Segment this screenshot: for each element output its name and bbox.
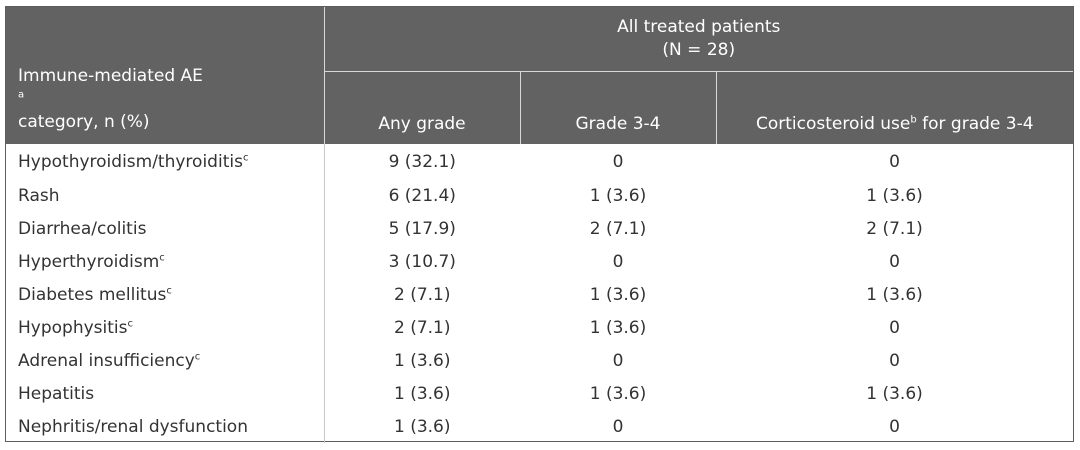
table-row: Adrenal insufficiencyc 1 (3.6) 0 0: [6, 344, 1073, 377]
ae-table: Immune-mediated AE a category, n (%) All …: [6, 7, 1074, 443]
corticosteroid-cell: 0: [889, 251, 900, 272]
corticosteroid-cell: 2 (7.1): [866, 218, 923, 239]
category-cell: Diabetes mellitusc: [6, 278, 325, 311]
any-grade-cell: 3 (10.7): [388, 251, 456, 272]
any-grade-cell: 5 (17.9): [388, 218, 456, 239]
table-row: Hypophysitisc 2 (7.1) 1 (3.6) 0: [6, 311, 1073, 344]
category-label: Hypophysitis: [18, 317, 128, 338]
table-row: Rash 6 (21.4) 1 (3.6) 1 (3.6): [6, 179, 1073, 212]
any-grade-cell: 6 (21.4): [388, 185, 456, 206]
table-row: Diabetes mellitusc 2 (7.1) 1 (3.6) 1 (3.…: [6, 278, 1073, 311]
corticosteroid-cell: 1 (3.6): [866, 383, 923, 404]
any-grade-cell: 1 (3.6): [393, 383, 451, 404]
table-body: Hypothyroidism/thyroiditisc 9 (32.1) 0 0…: [6, 144, 1073, 443]
any-grade-cell: 1 (3.6): [393, 350, 451, 371]
category-cell: Hyperthyroidismc: [6, 245, 325, 278]
any-grade-cell: 1 (3.6): [393, 416, 451, 437]
category-label: Nephritis/renal dysfunction: [18, 416, 248, 437]
adverse-events-table: Immune-mediated AE a category, n (%) All …: [5, 6, 1074, 443]
corticosteroid-cell: 1 (3.6): [866, 284, 923, 305]
grade-3-4-cell: 0: [612, 416, 624, 437]
grade-3-4-cell: 0: [612, 251, 624, 272]
corticosteroid-cell: 0: [889, 350, 900, 371]
category-label: Hyperthyroidism: [18, 251, 160, 272]
footnote-marker: c: [159, 251, 165, 263]
corticosteroid-column-header: Corticosteroid useb for grade 3-4: [716, 71, 1074, 144]
any-grade-cell: 9 (32.1): [388, 151, 456, 172]
category-cell: Adrenal insufficiencyc: [6, 344, 325, 377]
group-header-line1: All treated patients: [617, 17, 781, 37]
any-grade-column-header: Any grade: [324, 71, 521, 144]
category-label: Rash: [18, 185, 60, 206]
category-cell: Hypophysitisc: [6, 311, 325, 344]
grade-3-4-cell: 0: [612, 350, 624, 371]
footnote-marker: c: [242, 151, 249, 163]
corticosteroid-cell: 0: [889, 317, 900, 338]
grade-3-4-cell: 2 (7.1): [589, 218, 647, 239]
category-label: Hepatitis: [18, 383, 95, 404]
category-cell: Hypothyroidism/thyroiditisc: [6, 144, 325, 179]
category-column-header: Immune-mediated AE a category, n (%): [6, 7, 325, 144]
cortico-header-suffix: for grade 3-4: [916, 114, 1034, 134]
category-cell: Rash: [6, 179, 325, 212]
grade-3-4-cell: 1 (3.6): [589, 185, 647, 206]
table-row: Nephritis/renal dysfunction 1 (3.6) 0 0: [6, 410, 1073, 443]
category-header-line2: category, n (%): [18, 112, 150, 132]
table-row: Hepatitis 1 (3.6) 1 (3.6) 1 (3.6): [6, 377, 1073, 410]
grade-3-4-cell: 1 (3.6): [589, 383, 647, 404]
category-label: Adrenal insufficiency: [18, 350, 195, 371]
corticosteroid-cell: 0: [889, 151, 900, 172]
footnote-marker: c: [127, 317, 134, 329]
category-label: Diarrhea/colitis: [18, 218, 147, 239]
group-header-line2: (N = 28): [662, 40, 736, 60]
category-cell: Diarrhea/colitis: [6, 212, 325, 245]
category-header-line1: Immune-mediated AE: [18, 66, 203, 86]
cortico-header-text: Corticosteroid use: [755, 114, 911, 134]
grade-3-4-cell: 0: [612, 151, 624, 172]
category-cell: Nephritis/renal dysfunction: [6, 410, 325, 443]
grade-3-4-cell: 1 (3.6): [589, 284, 647, 305]
table-header: Immune-mediated AE a category, n (%) All …: [6, 7, 1074, 144]
any-grade-cell: 2 (7.1): [393, 317, 451, 338]
category-label: Diabetes mellitus: [18, 284, 167, 305]
category-header-footnote: a: [18, 89, 25, 101]
footnote-marker: c: [166, 284, 172, 296]
grade-3-4-cell: 1 (3.6): [589, 317, 647, 338]
category-label: Hypothyroidism/thyroiditis: [18, 151, 243, 172]
table-row: Diarrhea/colitis 5 (17.9) 2 (7.1) 2 (7.1…: [6, 212, 1073, 245]
table-row: Hypothyroidism/thyroiditisc 9 (32.1) 0 0: [6, 144, 1073, 179]
category-cell: Hepatitis: [6, 377, 325, 410]
grade-3-4-column-header: Grade 3-4: [520, 71, 717, 144]
cortico-header-footnote: b: [910, 114, 917, 126]
footnote-marker: c: [194, 350, 201, 362]
table-row: Hyperthyroidismc 3 (10.7) 0 0: [6, 245, 1073, 278]
corticosteroid-cell: 1 (3.6): [866, 185, 923, 206]
corticosteroid-cell: 0: [889, 416, 900, 437]
all-treated-patients-header: All treated patients (N = 28): [324, 7, 1074, 72]
any-grade-cell: 2 (7.1): [393, 284, 451, 305]
